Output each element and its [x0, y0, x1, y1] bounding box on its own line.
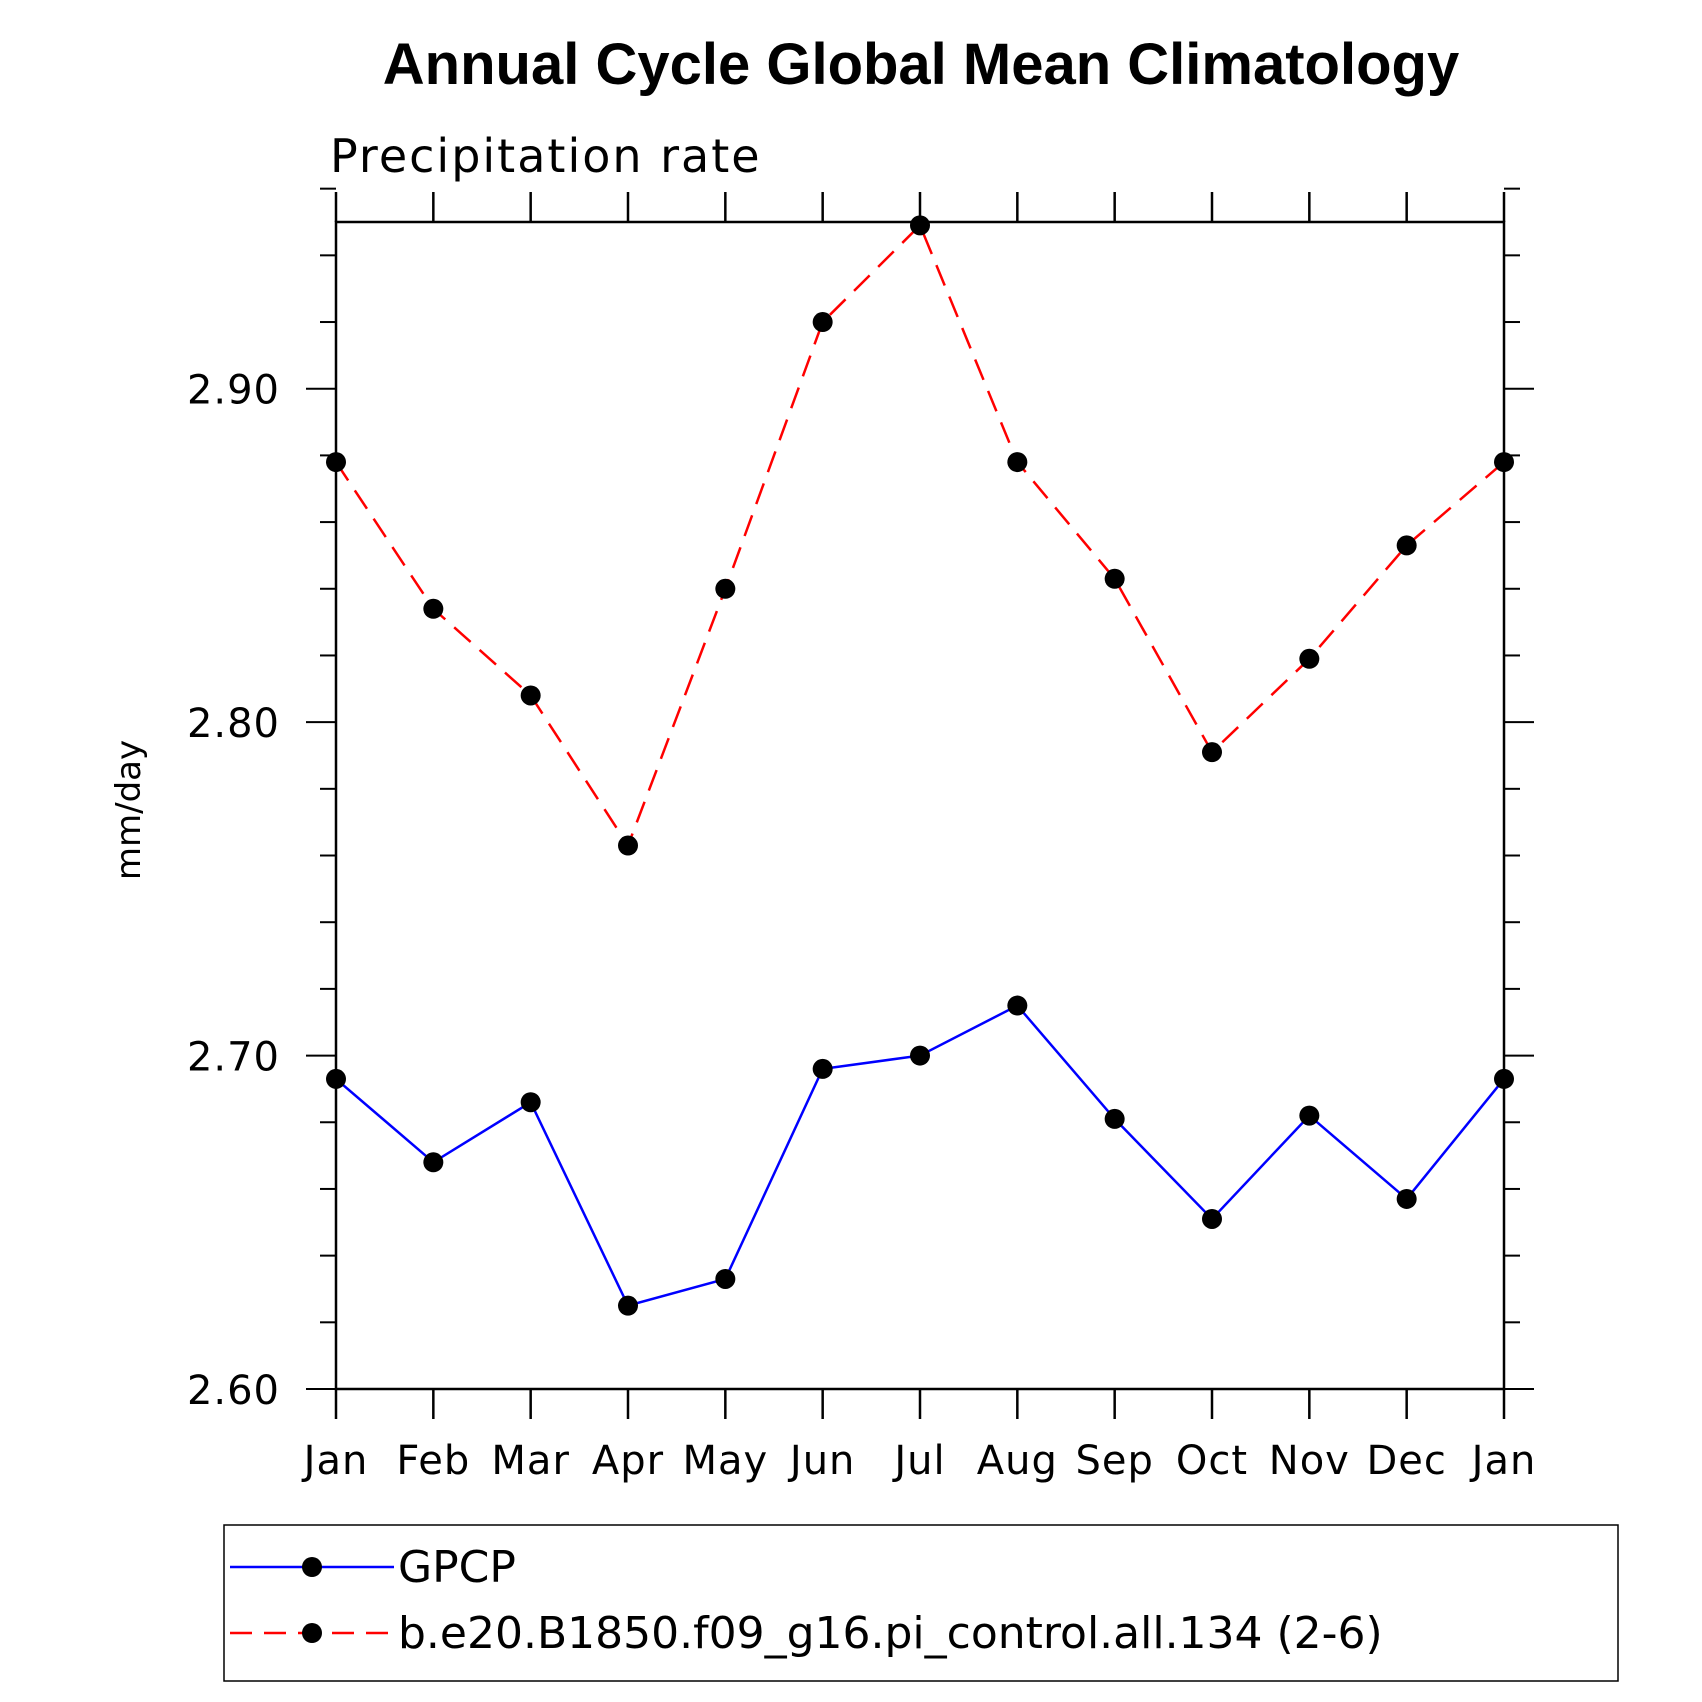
data-point: [618, 1295, 638, 1316]
legend-marker-1: [302, 1623, 322, 1643]
data-point: [520, 685, 541, 706]
series-line: [334, 223, 1505, 849]
y-tick-label: 2.80: [187, 701, 280, 747]
data-point: [715, 1268, 736, 1289]
data-point: [326, 1068, 346, 1089]
data-point: [910, 1045, 930, 1066]
x-tick-label: Dec: [1366, 1438, 1446, 1484]
x-tick-label: Apr: [592, 1438, 664, 1484]
data-point: [910, 215, 930, 236]
data-point: [618, 835, 638, 856]
chart-subtitle: Precipitation rate: [330, 129, 762, 183]
data-point: [423, 1152, 444, 1173]
y-tick-labels: 2.60 2.70 2.80 2.90: [187, 368, 280, 1414]
data-point: [1299, 1105, 1320, 1126]
series-1: [326, 215, 1514, 856]
data-point: [1104, 1108, 1125, 1129]
x-tick-label: Mar: [491, 1438, 569, 1484]
series-0: [326, 995, 1514, 1316]
data-point: [1007, 452, 1028, 473]
data-point: [326, 452, 346, 473]
y-axis-label: mm/day: [109, 740, 149, 880]
data-point: [715, 578, 736, 599]
legend-label-0: GPCP: [398, 1542, 516, 1593]
legend-label-1: b.e20.B1850.f09_g16.pi_control.all.134 (…: [398, 1608, 1383, 1659]
x-tick-label: Jun: [787, 1438, 856, 1484]
x-tick-label: Aug: [977, 1438, 1058, 1484]
data-point: [1202, 742, 1222, 763]
chart-title: Annual Cycle Global Mean Climatology: [383, 32, 1459, 97]
x-tick-label: Nov: [1269, 1438, 1350, 1484]
y-tick-label: 2.90: [187, 368, 280, 414]
data-point: [1494, 452, 1514, 473]
x-tick-labels: Jan Feb Mar Apr May Jun Jul Aug Sep Oct Nov Dec Jan: [301, 1438, 1537, 1484]
legend-box: [223, 1524, 1619, 1682]
legend-marker-0: [302, 1557, 322, 1577]
data-point: [1007, 995, 1028, 1016]
data-point: [1202, 1208, 1222, 1229]
series-layer: [326, 215, 1514, 1316]
plot-frame: [334, 220, 1506, 1391]
y-tick-label: 2.60: [187, 1368, 280, 1414]
x-tick-label: Jul: [891, 1438, 945, 1484]
data-point: [1494, 1068, 1514, 1089]
data-point: [1396, 535, 1417, 556]
axis-ticks: [306, 187, 1534, 1419]
data-point: [520, 1092, 541, 1113]
x-tick-label: Oct: [1176, 1438, 1248, 1484]
x-tick-label: Sep: [1075, 1438, 1153, 1484]
data-point: [812, 312, 833, 333]
data-point: [1299, 648, 1320, 669]
data-point: [1396, 1188, 1417, 1209]
data-point: [1104, 568, 1125, 589]
legend: GPCP b.e20.B1850.f09_g16.pi_control.all.1…: [223, 1524, 1619, 1682]
x-tick-label: Jan: [301, 1438, 369, 1484]
x-tick-label: Feb: [396, 1438, 470, 1484]
data-point: [423, 598, 444, 619]
data-point: [812, 1058, 833, 1079]
y-tick-label: 2.70: [187, 1035, 280, 1081]
x-tick-label: May: [682, 1438, 768, 1484]
x-tick-label: Jan: [1469, 1438, 1537, 1484]
